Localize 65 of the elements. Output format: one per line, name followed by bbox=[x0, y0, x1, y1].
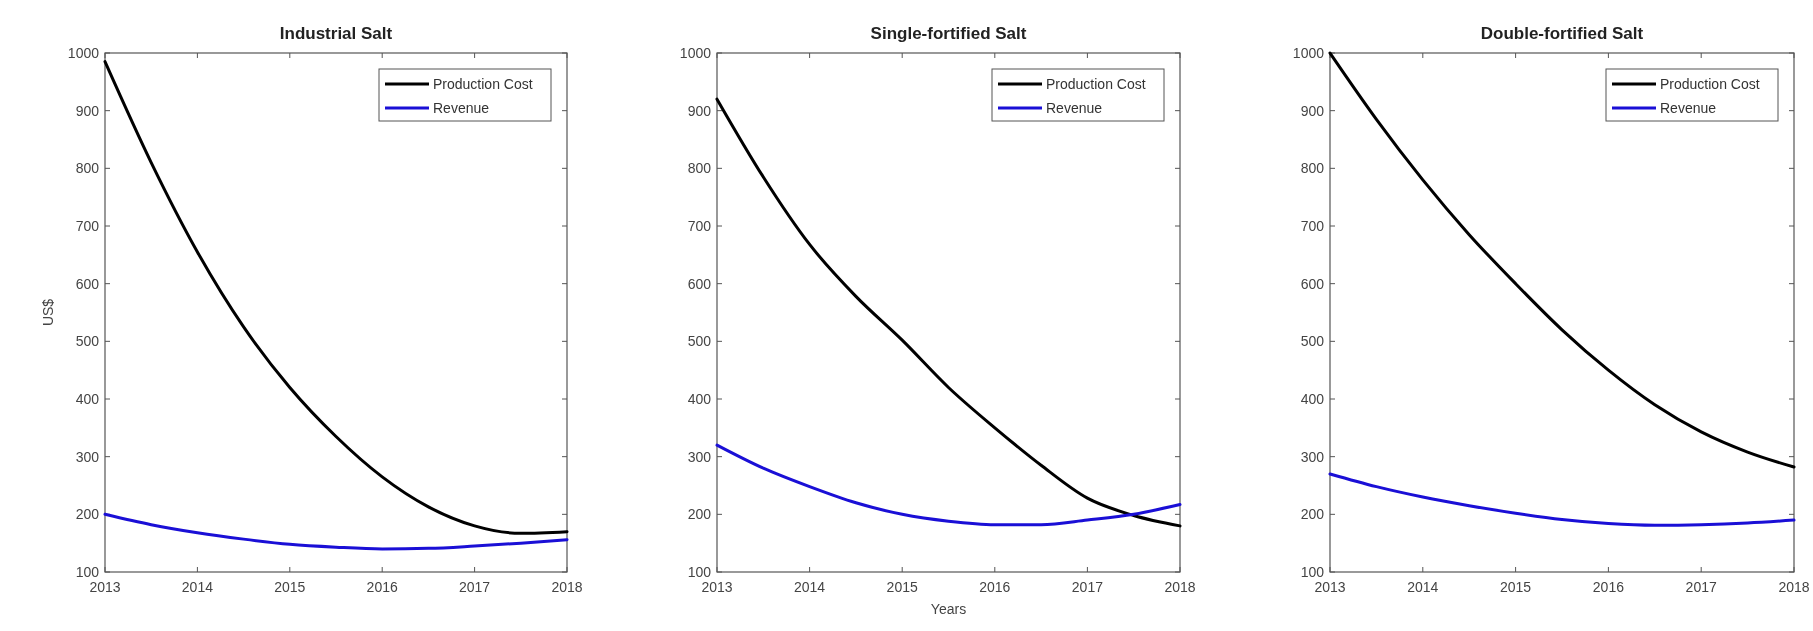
y-tick-label: 300 bbox=[75, 448, 100, 465]
x-tick-label: 2018 bbox=[551, 579, 583, 595]
y-tick-label: 900 bbox=[1300, 102, 1325, 119]
x-tick-label: 2017 bbox=[1685, 579, 1717, 595]
y-tick-label: 500 bbox=[687, 333, 712, 350]
chart-title: Double-fortified Salt bbox=[1480, 24, 1644, 43]
y-tick-label: 400 bbox=[75, 390, 100, 407]
y-tick-label: 600 bbox=[1300, 275, 1325, 292]
line-series bbox=[1328, 472, 1796, 527]
y-tick-label: 200 bbox=[1300, 506, 1325, 523]
legend-label: Revenue bbox=[433, 99, 490, 116]
y-tick-label: 300 bbox=[1300, 448, 1325, 465]
x-tick-label: 2016 bbox=[1592, 579, 1625, 595]
legend-label: Revenue bbox=[1660, 99, 1717, 116]
x-tick-label: 2013 bbox=[701, 579, 733, 595]
y-tick-label: 500 bbox=[1300, 333, 1325, 350]
x-tick-label: 2018 bbox=[1164, 579, 1196, 595]
chart-title: Industrial Salt bbox=[279, 24, 393, 43]
x-tick-label: 2014 bbox=[1407, 579, 1439, 595]
x-tick-label: 2015 bbox=[886, 579, 918, 595]
y-tick-label: 600 bbox=[687, 275, 712, 292]
legend-label: Production Cost bbox=[1660, 75, 1760, 92]
x-tick-label: 2017 bbox=[1071, 579, 1104, 595]
x-tick-label: 2013 bbox=[89, 579, 121, 595]
y-tick-label: 100 bbox=[687, 563, 712, 580]
y-tick-label: 700 bbox=[687, 217, 712, 234]
x-tick-label: 2018 bbox=[1778, 579, 1810, 595]
line-series bbox=[715, 443, 1182, 527]
y-tick-label: 100 bbox=[1300, 563, 1325, 580]
y-tick-label: 1000 bbox=[1292, 44, 1325, 61]
legend-label: Revenue bbox=[1046, 99, 1103, 116]
line-series bbox=[103, 512, 569, 551]
y-tick-label: 700 bbox=[1300, 217, 1325, 234]
chart-title: Single-fortified Salt bbox=[870, 24, 1027, 43]
y-tick-label: 400 bbox=[1300, 390, 1325, 407]
y-tick-label: 200 bbox=[75, 506, 100, 523]
x-tick-label: 2016 bbox=[366, 579, 398, 595]
x-tick-label: 2013 bbox=[1314, 579, 1346, 595]
y-tick-label: 500 bbox=[75, 333, 100, 350]
y-tick-label: 900 bbox=[75, 102, 100, 119]
x-tick-label: 2015 bbox=[274, 579, 306, 595]
x-tick-label: 2014 bbox=[794, 579, 826, 595]
legend-label: Production Cost bbox=[433, 75, 533, 92]
x-tick-label: 2015 bbox=[1500, 579, 1532, 595]
legend-label: Production Cost bbox=[1046, 75, 1146, 92]
line-series bbox=[715, 97, 1182, 528]
line-series bbox=[103, 60, 569, 535]
y-axis-title: US$ bbox=[40, 298, 56, 327]
y-tick-label: 800 bbox=[75, 160, 100, 177]
x-tick-label: 2017 bbox=[459, 579, 491, 595]
y-tick-label: 100 bbox=[75, 563, 100, 580]
x-tick-label: 2014 bbox=[181, 579, 214, 595]
x-tick-label: 2016 bbox=[979, 579, 1011, 595]
y-tick-label: 800 bbox=[1300, 160, 1325, 177]
y-tick-label: 1000 bbox=[679, 44, 712, 61]
y-tick-label: 600 bbox=[75, 275, 100, 292]
y-tick-label: 1000 bbox=[67, 44, 100, 61]
line-series bbox=[1328, 51, 1796, 469]
y-tick-label: 700 bbox=[75, 217, 100, 234]
x-axis-title: Years bbox=[930, 601, 967, 617]
y-tick-label: 800 bbox=[687, 160, 712, 177]
y-tick-label: 200 bbox=[687, 506, 712, 523]
y-tick-label: 300 bbox=[687, 448, 712, 465]
y-tick-label: 400 bbox=[687, 390, 712, 407]
y-tick-label: 900 bbox=[687, 102, 712, 119]
